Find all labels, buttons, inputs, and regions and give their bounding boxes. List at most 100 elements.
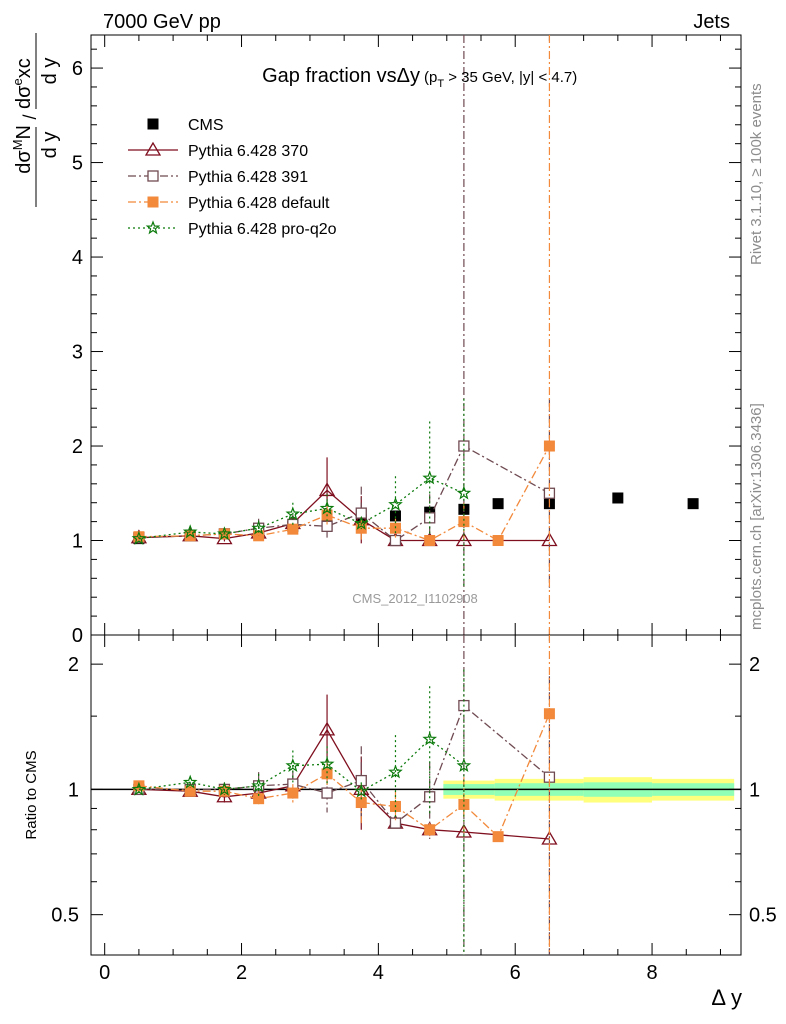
data-point [456,485,472,500]
reference-band [91,777,741,803]
main-plot-title: Gap fraction vsΔy [262,65,420,87]
data-point [182,524,198,539]
ratio-data-point [253,793,265,805]
ratio-data-point [492,831,504,843]
data-point [492,498,504,510]
ratio-x-tick-label: 6 [510,962,521,984]
ratio-data-point [456,757,472,773]
data-point [251,520,266,535]
ratio-data-point [543,708,555,720]
main-y-axis: 0 1 2 3 4 5 6 [72,58,741,647]
data-point [492,535,504,547]
ratio-data-point [389,817,402,829]
legend-marker [145,220,161,235]
ratio-y-tick-label-right: 1 [749,779,760,801]
ratio-series-pythia-6-428-pro-q2o [131,669,472,955]
ratio-data-point [455,823,473,838]
legend-entry-pythia-6-428-pro-q2o: Pythia 6.428 pro-q2o [128,220,337,238]
ratio-x-tick-label: 8 [646,962,657,984]
ratio-data-point [388,764,403,779]
header-jets-label: Jets [693,11,730,33]
main-y-tick-label: 1 [72,531,83,553]
legend-marker [147,118,159,130]
ratio-plot: 0.5 0.5 1 1 2 2 0 2 4 6 8 Ratio to CMS Δ y [23,634,777,1010]
legend-label: Pythia 6.428 pro-q2o [188,221,337,238]
rivet-version-label: Rivet 3.1.10, ≥ 100k events [748,83,765,265]
data-point [353,515,369,530]
ratio-data-point [285,757,301,773]
ratio-data-point [353,783,369,798]
data-point [612,492,624,504]
main-series [130,35,699,635]
main-y-axis-label: dσMN d y / dσexc d y [10,33,61,207]
ratio-data-point [217,781,232,796]
ratio-data-point [321,768,333,780]
ratio-data-point [182,774,198,789]
legend-label: CMS [188,117,224,134]
main-y-tick-label: 3 [72,342,83,364]
data-point [422,470,438,485]
ratio-series-line [138,704,550,825]
legend-label: Pythia 6.428 default [188,195,330,212]
ratio-data-point [251,778,266,793]
ratio-y-tick-label: 1 [68,779,79,801]
ratio-series-line [138,738,465,792]
ratio-y-tick-label: 0.5 [51,905,79,927]
title-cut-text: (pT > 35 GeV, |y| < 4.7) [424,69,577,90]
series-pythia-6-428-pro-q2o [131,398,472,588]
ratio-series [130,635,558,955]
main-y-tick-label: 5 [72,153,83,175]
ratio-data-point [184,785,196,797]
series-line [138,477,465,540]
ratio-y-tick-label-right: 0.5 [749,905,777,927]
data-point [388,496,403,511]
ratio-y-axis: 0.5 0.5 1 1 2 2 [51,654,777,927]
main-plot: 0 1 2 3 4 5 6 Gap fraction vsΔy (pT > 35 GeV, … [10,33,742,647]
legend-entry-pythia-6-428-391: Pythia 6.428 391 [128,169,308,186]
legend-label: Pythia 6.428 391 [188,169,308,186]
data-point [458,516,470,528]
legend-entry-cms: CMS [147,117,224,134]
legend-marker [147,196,159,208]
title-cut-subscript: T [437,78,444,90]
data-point [458,440,470,452]
title-cut-prefix: (p [424,69,437,86]
ratio-series-pythia-6-428-370 [130,694,558,845]
data-point [321,520,333,532]
ratio-series-line [138,713,550,838]
ratio-data-point [319,756,335,771]
ratio-data-point [424,824,436,836]
legend: CMS Pythia 6.428 370 Pythia 6.428 391 Pythi… [128,117,337,238]
ratio-data-point [318,721,336,736]
main-y-tick-label: 0 [72,625,83,647]
legend-entry-pythia-6-428-370: Pythia 6.428 370 [128,141,308,160]
ratio-data-point [422,731,438,746]
main-y-tick-label: 4 [72,247,83,269]
main-y-tick-label: 2 [72,436,83,458]
ratio-y-tick-label: 2 [68,654,79,676]
ratio-data-point [321,787,333,799]
legend-marker [144,141,162,156]
data-point [285,506,301,521]
ratio-data-point [458,798,470,810]
ratio-x-tick-label: 2 [236,962,247,984]
ylabel-slash: / [20,114,40,119]
ratio-y-axis-label: Ratio to CMS [23,750,40,839]
ratio-data-point [287,787,299,799]
ratio-y-tick-label-right: 2 [749,654,760,676]
ylabel-numerator-1: dσMN [10,125,35,174]
ratio-x-axis: 0 2 4 6 8 [99,635,721,984]
analysis-watermark: CMS_2012_I1102908 [352,591,478,606]
legend-entry-pythia-6-428-default: Pythia 6.428 default [128,195,330,212]
main-y-tick-label: 6 [72,58,83,80]
ylabel-denominator-1: d y [39,132,61,159]
ratio-data-point [131,781,147,796]
legend-marker [147,170,159,182]
data-point [687,498,699,510]
x-axis-label: Δ y [711,985,742,1010]
ratio-x-tick-label: 0 [99,962,110,984]
data-point [131,530,147,545]
header-process-label: 7000 GeV pp [103,11,221,33]
data-point [319,500,335,515]
